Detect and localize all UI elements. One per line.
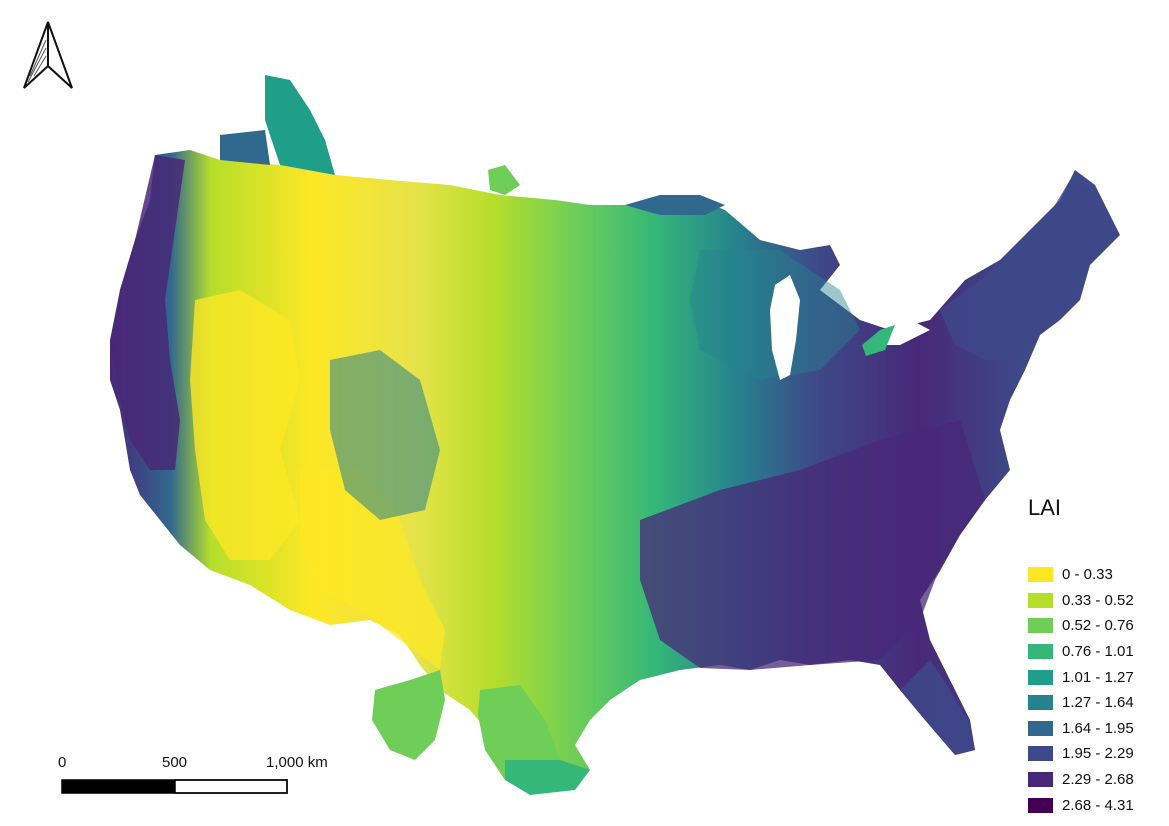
legend-swatch (1028, 746, 1053, 762)
legend-label: 0.33 - 0.52 (1062, 591, 1134, 609)
legend-item: 2.29 - 2.68 (1028, 767, 1134, 793)
scale-bar-white-segment (174, 779, 288, 794)
legend-list: 0 - 0.33 0.33 - 0.52 0.52 - 0.76 0.76 - … (1028, 562, 1134, 818)
lake-erie-basin-fill (862, 325, 895, 356)
west-coast-forest (112, 155, 185, 470)
scale-bar-outline (61, 779, 288, 794)
scale-label-500: 500 (162, 754, 188, 771)
legend-item: 1.64 - 1.95 (1028, 716, 1134, 742)
legend-item: 0.33 - 0.52 (1028, 588, 1134, 614)
legend-item: 1.95 - 2.29 (1028, 741, 1134, 767)
columbia-basin-west (220, 130, 270, 165)
legend-item: 0 - 0.33 (1028, 562, 1134, 588)
legend-label: 2.29 - 2.68 (1062, 771, 1134, 789)
red-river-basin (625, 195, 725, 215)
legend-swatch (1028, 695, 1053, 711)
rio-grande-basin-west (372, 670, 445, 760)
legend-label: 1.27 - 1.64 (1062, 694, 1134, 712)
scale-bar (61, 779, 288, 794)
legend-label: 1.64 - 1.95 (1062, 719, 1134, 737)
legend-swatch (1028, 567, 1053, 583)
legend-label: 1.01 - 1.27 (1062, 668, 1134, 686)
legend-swatch (1028, 644, 1053, 660)
legend-swatch (1028, 669, 1053, 685)
southwest-desert (300, 470, 445, 670)
legend-item: 0.52 - 0.76 (1028, 613, 1134, 639)
legend-label: 0.52 - 0.76 (1062, 617, 1134, 635)
legend-swatch (1028, 720, 1053, 736)
scale-label-0: 0 (58, 754, 67, 771)
scale-bar-black-segment (62, 780, 175, 793)
legend-label: 0.76 - 1.01 (1062, 643, 1134, 661)
scale-label-1000-km: 1,000 km (266, 754, 328, 771)
legend-item: 2.68 - 4.31 (1028, 792, 1134, 818)
columbia-basin-north (265, 75, 335, 175)
northeast-forest (940, 180, 1115, 360)
legend-swatch (1028, 772, 1053, 788)
legend-label: 1.95 - 2.29 (1062, 745, 1134, 763)
legend-label: 2.68 - 4.31 (1062, 796, 1134, 814)
legend-item: 0.76 - 1.01 (1028, 639, 1134, 665)
legend-swatch (1028, 618, 1053, 634)
north-arrow-icon (23, 21, 73, 89)
rocky-mountains (330, 350, 440, 520)
legend-swatch (1028, 592, 1053, 608)
legend-swatch (1028, 797, 1053, 813)
legend-item: 1.27 - 1.64 (1028, 690, 1134, 716)
lake-michigan (770, 275, 800, 380)
southeast-forest (640, 420, 985, 670)
legend-label: 0 - 0.33 (1062, 566, 1113, 584)
souris-basin (488, 165, 520, 195)
legend-title: LAI (1028, 495, 1062, 520)
rio-grande-basin-south (505, 760, 590, 795)
great-basin-desert (190, 290, 300, 560)
legend-item: 1.01 - 1.27 (1028, 664, 1134, 690)
florida-peninsula (900, 660, 975, 755)
